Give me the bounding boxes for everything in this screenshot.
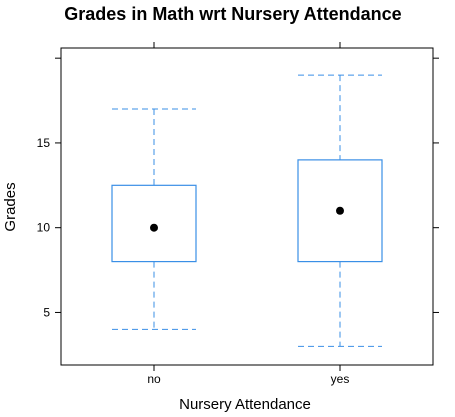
x-axis-label: Nursery Attendance <box>179 396 311 413</box>
y-axis-label: Grades <box>2 182 19 231</box>
iqr-box <box>297 159 383 263</box>
x-tick-label: yes <box>331 372 350 386</box>
y-tick-label: 10 <box>37 221 51 235</box>
median-point <box>336 206 344 215</box>
y-tick-label: 5 <box>43 305 50 319</box>
y-tick-label: 15 <box>37 136 51 150</box>
plot-marks: 5 10 15 no yes <box>37 42 439 386</box>
iqr-box <box>111 184 197 263</box>
chart-title: Grades in Math wrt Nursery Attendance <box>64 4 401 24</box>
x-tick-label: no <box>147 372 161 386</box>
plot-frame <box>60 47 434 366</box>
median-point <box>150 223 158 232</box>
